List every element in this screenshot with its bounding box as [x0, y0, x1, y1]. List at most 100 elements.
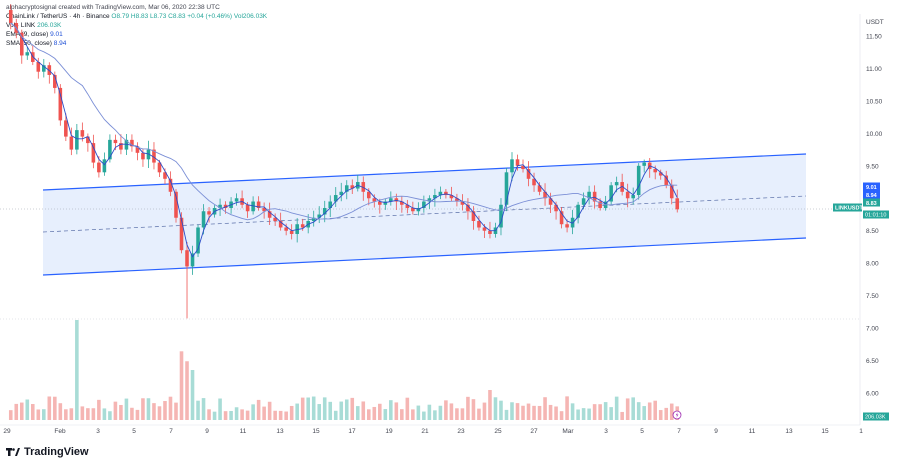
candle-body: [91, 143, 96, 163]
candle-body: [669, 185, 674, 199]
candle-body: [383, 201, 388, 205]
volume-bar: [75, 320, 79, 420]
volume-bar: [625, 398, 630, 420]
volume-bar: [592, 404, 597, 420]
price-tick-label: 8.00: [866, 261, 879, 268]
vol-label[interactable]: Vol · LINK: [6, 22, 36, 29]
candle-body: [543, 191, 547, 199]
volume-bar: [647, 402, 652, 420]
candle-body: [157, 162, 162, 173]
volume-bar: [537, 405, 542, 420]
candle-body: [366, 191, 371, 199]
time-tick-label: 9: [714, 428, 718, 435]
volume-bar: [53, 396, 57, 420]
price-axis[interactable]: USDT11.5011.0010.5010.009.509.008.508.00…: [866, 19, 884, 398]
sma-label[interactable]: SMA (50, close): [6, 40, 52, 47]
trend-channel[interactable]: [0, 153, 860, 276]
candle-body: [317, 214, 322, 218]
time-tick-label: 27: [530, 428, 538, 435]
volume-bar: [658, 410, 663, 420]
volume-bar: [306, 397, 310, 420]
volume-bars: [8, 320, 680, 420]
volume-bar: [97, 399, 101, 420]
channel-lower-line: [42, 237, 807, 276]
price-tick-label: 11.50: [866, 34, 882, 41]
time-tick-label: 7: [169, 428, 173, 435]
volume-bar: [636, 402, 641, 420]
symbol-label-text: LINKUSDT: [835, 206, 863, 212]
candle-body: [642, 162, 646, 166]
volume-bar: [416, 405, 421, 420]
channel-mid-line: [42, 195, 807, 233]
volume-bar: [300, 397, 305, 420]
candle-body: [284, 227, 288, 231]
volume-bar: [411, 409, 415, 420]
candle-body: [389, 198, 393, 202]
time-tick-label: 5: [640, 428, 644, 435]
y-unit-label: USDT: [866, 19, 884, 26]
candle-body: [344, 185, 349, 192]
volume-bar: [201, 398, 206, 420]
volume-bar: [433, 410, 437, 420]
volume-bar: [113, 401, 118, 420]
candle-body: [234, 198, 239, 202]
time-tick-label: Feb: [54, 428, 66, 435]
volume-bar: [620, 411, 624, 420]
time-tick-label: 9: [205, 428, 209, 435]
vol-value: 206.03K: [37, 22, 62, 29]
time-axis[interactable]: 29 Feb 3 5 7 9 11 13 15 17 19 21 23 25 27 Mar 3 5 7 9 11 13 15…: [3, 428, 863, 435]
candle-body: [75, 130, 79, 150]
price-tick-label: 11.00: [866, 66, 882, 73]
candle-body: [510, 159, 514, 173]
volume-bar: [581, 408, 586, 420]
candle-body: [471, 211, 476, 221]
price-label-text: 9.01: [866, 185, 877, 191]
volume-bar: [378, 403, 382, 420]
candle-body: [119, 143, 123, 150]
candle-body: [124, 139, 129, 150]
candle-body: [86, 136, 90, 144]
flash-icon-bolt: [675, 412, 679, 418]
candle-body: [146, 149, 151, 160]
volume-bar: [471, 399, 476, 420]
candle-body: [339, 191, 344, 196]
price-label-text: 8.83: [866, 201, 877, 207]
volume-bar: [460, 408, 465, 420]
candle-body: [311, 217, 316, 221]
ema-label[interactable]: EMA (9, close): [6, 31, 49, 38]
candle-body: [361, 182, 366, 192]
time-tick-label: 23: [457, 428, 465, 435]
candle-body: [36, 61, 41, 72]
candle-body: [163, 172, 167, 179]
candle-body: [218, 204, 222, 209]
volume-bar: [185, 361, 189, 420]
candle-body: [565, 224, 569, 228]
tradingview-logo[interactable]: TradingView: [6, 446, 89, 458]
time-tick-label: 19: [385, 428, 393, 435]
candle-body: [609, 185, 613, 202]
volume-bar: [212, 411, 217, 420]
volume-bar: [267, 401, 272, 420]
candle-body: [25, 52, 30, 56]
volume-bar: [372, 406, 377, 420]
volume-bar: [350, 397, 355, 420]
volume-bar: [311, 396, 316, 420]
candle-body: [102, 159, 107, 173]
time-tick-label: 3: [604, 428, 608, 435]
candle-body: [223, 204, 228, 209]
ema-value: 9.01: [50, 31, 63, 38]
volume-bar: [163, 401, 167, 420]
time-tick-label: 1: [859, 428, 863, 435]
symbol-line[interactable]: ChainLink / TetherUS · 4h · Binance: [6, 13, 110, 20]
volume-bar: [295, 403, 299, 420]
time-tick-label: 11: [240, 428, 247, 435]
volume-bar: [322, 397, 327, 420]
candle-body: [53, 74, 57, 88]
candle-body: [444, 191, 448, 196]
volume-label-box: [863, 412, 889, 421]
time-tick-label: 21: [421, 428, 429, 435]
countdown-box: [863, 210, 889, 219]
candle-body: [201, 211, 206, 228]
candle-body: [548, 198, 553, 205]
